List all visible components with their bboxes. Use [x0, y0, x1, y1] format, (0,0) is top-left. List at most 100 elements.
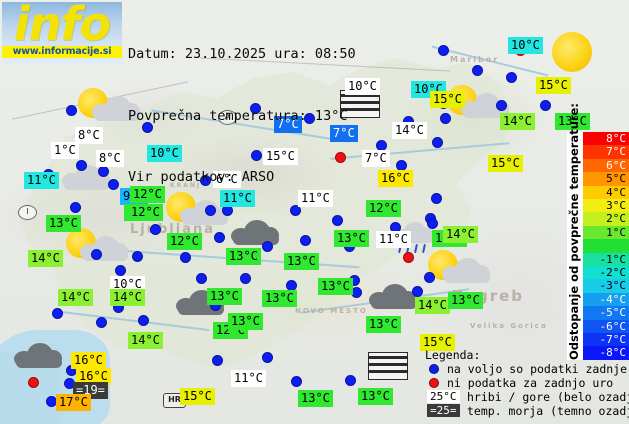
temperature-label[interactable]: 16°C	[378, 170, 413, 187]
temperature-label[interactable]: 13°C	[207, 288, 242, 305]
station-dot[interactable]	[250, 103, 261, 114]
temperature-label[interactable]: 13°C	[284, 253, 319, 270]
station-dot[interactable]	[412, 286, 423, 297]
station-dot[interactable]	[472, 65, 483, 76]
station-dot[interactable]	[251, 150, 262, 161]
station-dot[interactable]	[506, 72, 517, 83]
temperature-label[interactable]: 16°C	[71, 352, 106, 369]
temperature-label[interactable]: 13°C	[358, 388, 393, 405]
station-dot[interactable]	[304, 113, 315, 124]
station-dot[interactable]	[200, 175, 211, 186]
station-dot[interactable]	[76, 160, 87, 171]
temperature-label[interactable]: 14°C	[28, 250, 63, 267]
station-dot[interactable]	[345, 375, 356, 386]
temperature-label[interactable]: 14°C	[500, 113, 535, 130]
temperature-label[interactable]: 13°C	[228, 313, 263, 330]
station-dot[interactable]	[440, 113, 451, 124]
station-dot[interactable]	[262, 241, 273, 252]
station-dot[interactable]	[262, 352, 273, 363]
station-dot[interactable]	[212, 355, 223, 366]
temperature-label[interactable]: 13°C	[46, 215, 81, 232]
temperature-label[interactable]: 16°C	[76, 368, 111, 385]
temperature-label[interactable]: 10°C	[110, 276, 145, 293]
temperature-label[interactable]: 15°C	[536, 77, 571, 94]
station-dot[interactable]	[66, 105, 77, 116]
temperature-label[interactable]: 12°C	[167, 233, 202, 250]
temperature-label[interactable]: 10°C	[345, 78, 380, 95]
station-dot-no-data[interactable]	[28, 377, 39, 388]
station-dot[interactable]	[196, 273, 207, 284]
temperature-label[interactable]: 11°C	[298, 190, 333, 207]
temperature-label[interactable]: 14°C	[443, 226, 478, 243]
scale-row: 7°C	[583, 145, 629, 159]
station-dot[interactable]	[424, 272, 435, 283]
temperature-label[interactable]: 13°C	[366, 316, 401, 333]
temperature-label[interactable]: 7°C	[330, 125, 358, 142]
temperature-label[interactable]: 12°C	[366, 200, 401, 217]
station-dot[interactable]	[332, 215, 343, 226]
temperature-label[interactable]: 7°C	[362, 150, 390, 167]
temperature-label[interactable]: 12°C	[128, 204, 163, 221]
temperature-label[interactable]: 6°C	[213, 171, 241, 188]
station-dot[interactable]	[142, 122, 153, 133]
temperature-label[interactable]: 11°C	[220, 190, 255, 207]
station-dot[interactable]	[427, 218, 438, 229]
station-dot[interactable]	[438, 45, 449, 56]
station-dot[interactable]	[52, 308, 63, 319]
temperature-label[interactable]: 15°C	[180, 388, 215, 405]
temperature-label[interactable]: 7°C	[274, 116, 302, 133]
station-dot[interactable]	[108, 179, 119, 190]
temperature-label[interactable]: 11°C	[231, 370, 266, 387]
temperature-label[interactable]: 11°C	[24, 172, 59, 189]
station-dot[interactable]	[150, 224, 161, 235]
station-dot[interactable]	[180, 252, 191, 263]
station-dot[interactable]	[138, 315, 149, 326]
temperature-label[interactable]: 14°C	[58, 289, 93, 306]
temperature-label[interactable]: 15°C	[430, 91, 465, 108]
temperature-label[interactable]: 10°C	[508, 37, 543, 54]
station-dot[interactable]	[291, 376, 302, 387]
site-logo[interactable]: info www.informacije.si	[2, 2, 122, 64]
temperature-label[interactable]: 1°C	[51, 142, 79, 159]
temperature-label[interactable]: 14°C	[110, 289, 145, 306]
temperature-label[interactable]: 13°C	[226, 248, 261, 265]
temperature-label[interactable]: 12°C	[130, 186, 165, 203]
station-dot[interactable]	[115, 265, 126, 276]
temperature-label[interactable]: 13°C	[448, 292, 483, 309]
station-dot[interactable]	[496, 100, 507, 111]
station-dot[interactable]	[132, 251, 143, 262]
temperature-label[interactable]: 13°C	[262, 290, 297, 307]
temperature-label[interactable]: 10°C	[147, 145, 182, 162]
station-dot[interactable]	[540, 100, 551, 111]
deviation-color-scale: 8°C 7°C 6°C 5°C 4°C 3°C 2°C 1°C -1°C -2°C -3°C -4°C…	[583, 132, 629, 360]
temperature-label[interactable]: 14°C	[392, 122, 427, 139]
temperature-label[interactable]: 8°C	[96, 150, 124, 167]
station-dot[interactable]	[205, 205, 216, 216]
city-label: NOVO MESTO	[295, 307, 368, 315]
temperature-label[interactable]: 14°C	[128, 332, 163, 349]
station-dot[interactable]	[431, 193, 442, 204]
station-dot[interactable]	[96, 317, 107, 328]
station-dot-no-data[interactable]	[403, 252, 414, 263]
station-dot[interactable]	[91, 249, 102, 260]
station-dot[interactable]	[214, 232, 225, 243]
station-dot[interactable]	[290, 205, 301, 216]
fog-icon	[368, 352, 408, 380]
temperature-label[interactable]: 13°C	[318, 278, 353, 295]
temperature-label[interactable]: 15°C	[263, 148, 298, 165]
temperature-label[interactable]: 13°C	[298, 390, 333, 407]
station-dot[interactable]	[240, 273, 251, 284]
temperature-label[interactable]: 14°C	[415, 297, 450, 314]
temperature-label[interactable]: 15°C	[420, 334, 455, 351]
station-dot[interactable]	[70, 202, 81, 213]
station-dot[interactable]	[98, 166, 109, 177]
temperature-label[interactable]: 17°C	[56, 394, 91, 411]
temperature-label[interactable]: 8°C	[75, 127, 103, 144]
temperature-label[interactable]: 15°C	[488, 155, 523, 172]
station-dot[interactable]	[432, 137, 443, 148]
station-dot[interactable]	[300, 235, 311, 246]
temperature-label[interactable]: 11°C	[376, 231, 411, 248]
temperature-label[interactable]: 13°C	[555, 113, 590, 130]
station-dot-no-data[interactable]	[335, 152, 346, 163]
temperature-label[interactable]: 13°C	[334, 230, 369, 247]
